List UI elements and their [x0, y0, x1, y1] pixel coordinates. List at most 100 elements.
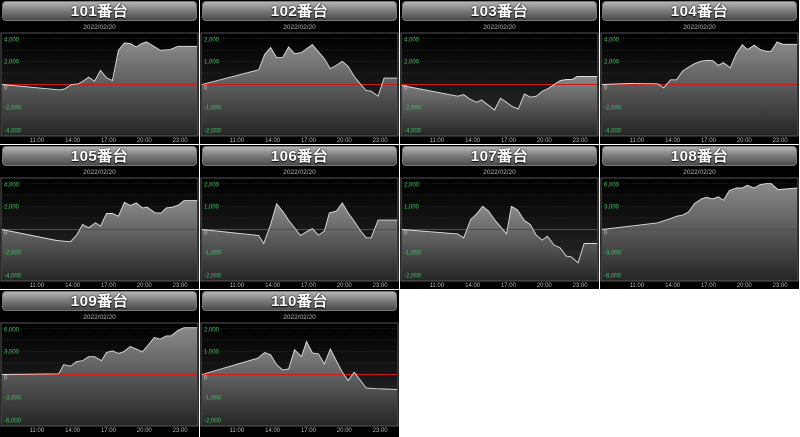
chart-svg: 2,000 1,000 0 -1,000 -2,000 11:00 14:00 17:00 20… — [400, 177, 599, 289]
data-point — [145, 41, 147, 43]
y-tick-label: -2,000 — [404, 273, 422, 279]
data-point — [264, 352, 265, 353]
y-tick-label: 0 — [404, 231, 408, 237]
data-point — [482, 206, 483, 207]
data-point — [796, 44, 798, 45]
y-tick-label: 0 — [404, 86, 408, 92]
x-tick-label: 11:00 — [430, 283, 445, 289]
machine-title[interactable]: 104番台 — [602, 1, 797, 21]
data-point — [365, 90, 367, 91]
data-point — [82, 224, 83, 225]
data-point — [676, 215, 677, 217]
x-tick-label: 17:00 — [301, 283, 317, 289]
data-point — [370, 90, 372, 92]
data-point — [596, 243, 598, 244]
y-tick-label: 0 — [204, 376, 208, 382]
data-point — [723, 62, 724, 63]
chart-date: 2022/02/20 — [483, 169, 516, 176]
machine-title[interactable]: 106番台 — [202, 146, 397, 166]
data-point — [201, 229, 203, 230]
data-point — [1, 229, 3, 230]
data-point — [741, 187, 743, 189]
data-point — [370, 237, 372, 239]
y-tick-label: -6,000 — [604, 273, 622, 279]
data-point — [140, 43, 142, 44]
y-tick-label: 2,000 — [4, 60, 20, 66]
data-point — [487, 104, 488, 105]
data-point — [729, 190, 730, 191]
data-point — [282, 57, 283, 58]
machine-panel: 105番台 2022/02/20 4,000 2,000 0 -2,000 -4,000 11… — [0, 145, 199, 289]
x-tick-label: 17:00 — [301, 138, 317, 144]
data-point — [541, 90, 543, 92]
x-tick-label: 17:00 — [101, 283, 117, 289]
data-point — [123, 351, 124, 353]
machine-title[interactable]: 103番台 — [402, 1, 597, 21]
data-point — [536, 234, 537, 236]
data-point — [329, 212, 330, 214]
data-point — [383, 77, 385, 79]
machine-panel: 108番台 2022/02/20 6,000 3,000 0 -3,000 -6,000 11… — [600, 145, 799, 289]
data-point — [365, 387, 367, 389]
x-tick-label: 14:00 — [465, 138, 481, 144]
data-point — [657, 83, 659, 85]
x-tick-label: 20:00 — [337, 283, 353, 289]
data-point — [701, 60, 702, 62]
machine-panel: 102番台 2022/02/20 2,000 1,000 0 -1,000 -2,000 11… — [200, 0, 399, 144]
data-point — [64, 88, 65, 90]
data-point — [112, 213, 113, 214]
x-tick-label: 23:00 — [373, 138, 389, 144]
data-point — [177, 45, 179, 47]
x-tick-label: 23:00 — [173, 283, 189, 289]
machine-panel: 109番台 2022/02/20 6,000 3,000 0 -3,000 -6,000 11… — [0, 290, 199, 437]
data-point — [63, 364, 64, 365]
data-point — [101, 360, 102, 361]
y-tick-label: 2,000 — [404, 183, 420, 189]
chart-date: 2022/02/20 — [683, 24, 716, 31]
y-tick-label: -6,000 — [4, 418, 22, 424]
data-point — [196, 200, 198, 201]
data-point — [536, 95, 537, 97]
data-point — [506, 233, 507, 235]
y-tick-label: 0 — [604, 86, 608, 92]
machine-title[interactable]: 107番台 — [402, 146, 597, 166]
data-point — [183, 200, 185, 201]
data-point — [153, 337, 155, 338]
data-point — [481, 99, 482, 101]
data-point — [276, 57, 277, 58]
data-point — [753, 44, 755, 46]
data-point — [118, 353, 119, 354]
data-point — [512, 106, 513, 107]
y-tick-label: 4,000 — [404, 38, 420, 44]
data-point — [118, 49, 119, 51]
y-tick-label: -4,000 — [604, 128, 622, 134]
data-point — [396, 77, 398, 79]
data-point — [770, 183, 772, 184]
data-point — [170, 335, 172, 337]
data-point — [796, 187, 798, 189]
machine-title[interactable]: 109番台 — [2, 291, 197, 311]
data-point — [196, 45, 198, 47]
x-tick-label: 17:00 — [101, 138, 117, 144]
series-area — [602, 41, 797, 135]
series-line — [401, 205, 597, 264]
data-point — [359, 230, 361, 231]
data-point — [306, 231, 307, 233]
y-tick-label: 0 — [4, 231, 8, 237]
machine-title[interactable]: 108番台 — [602, 146, 797, 166]
data-point — [106, 77, 107, 79]
machine-title[interactable]: 102番台 — [202, 1, 397, 21]
x-tick-label: 11:00 — [30, 138, 45, 144]
data-point — [494, 219, 495, 220]
x-tick-label: 23:00 — [373, 428, 389, 434]
data-point — [318, 353, 319, 355]
machine-title[interactable]: 101番台 — [2, 1, 197, 21]
machine-title[interactable]: 110番台 — [202, 291, 397, 311]
y-tick-label: -3,000 — [4, 395, 22, 401]
data-point — [306, 341, 307, 342]
x-tick-label: 14:00 — [65, 283, 81, 289]
y-tick-label: 2,000 — [604, 60, 620, 66]
data-point — [530, 96, 531, 98]
data-point — [670, 218, 671, 219]
machine-title[interactable]: 105番台 — [2, 146, 197, 166]
